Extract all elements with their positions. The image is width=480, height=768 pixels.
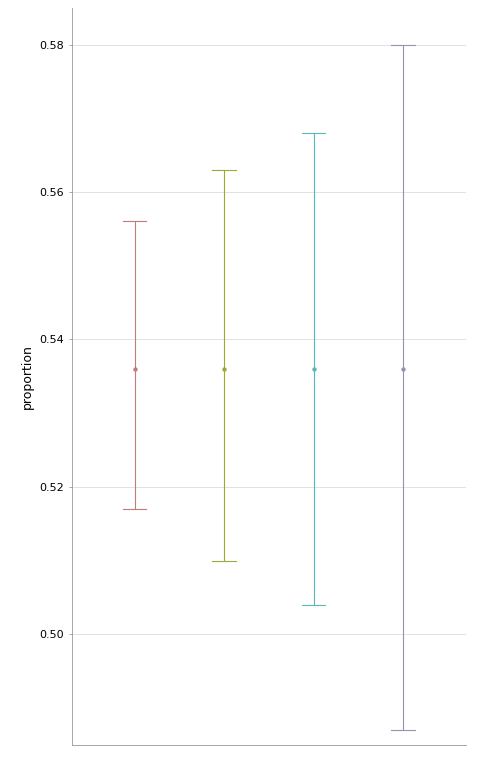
Point (220, 362, 228, 375)
Point (399, 362, 407, 375)
Y-axis label: proportion: proportion (21, 344, 34, 409)
Point (131, 362, 138, 375)
Point (310, 362, 317, 375)
